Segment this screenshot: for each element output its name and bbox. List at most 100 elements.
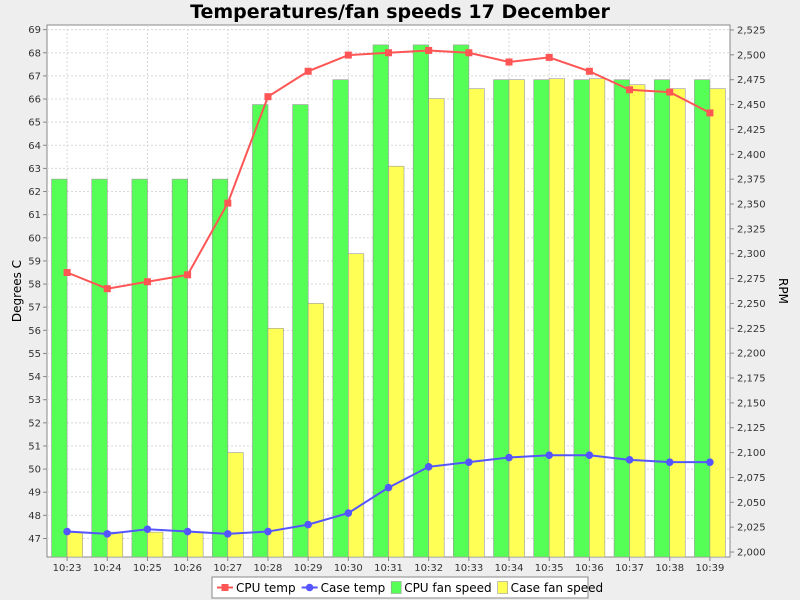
x-tick-label: 10:25 <box>133 563 162 574</box>
y-axis-label-right: RPM <box>776 278 790 304</box>
y-tick-label-left: 53 <box>28 395 41 406</box>
y-tick-label-left: 61 <box>28 210 41 221</box>
bar-case-fan-speed <box>187 531 204 558</box>
x-tick-label: 10:30 <box>334 563 363 574</box>
bar-cpu-fan-speed <box>573 79 590 558</box>
bar-cpu-fan-speed <box>533 79 550 558</box>
point-cpu-temp <box>344 51 352 59</box>
y-tick-label-left: 52 <box>28 418 41 429</box>
y-tick-label-right: 2,275 <box>737 274 766 285</box>
x-tick-label: 10:34 <box>495 563 524 574</box>
bar-case-fan-speed <box>709 88 726 558</box>
y-tick-label-right: 2,075 <box>737 473 766 484</box>
bar-cpu-fan-speed <box>211 178 229 558</box>
x-tick-label: 10:38 <box>655 563 684 574</box>
point-case-temp <box>143 525 152 534</box>
legend-bar-swatch <box>390 581 402 594</box>
point-case-temp <box>585 451 594 460</box>
x-tick-label: 10:31 <box>374 563 403 574</box>
legend: CPU temp Case temp CPU fan speed Case fan s… <box>211 576 603 599</box>
y-tick-label-left: 62 <box>28 187 41 198</box>
bar-case-fan-speed <box>548 78 566 558</box>
y-tick-label-right: 2,400 <box>737 150 766 161</box>
lines-layer <box>63 46 714 538</box>
y-tick-label-right: 2,125 <box>737 423 766 434</box>
point-cpu-temp <box>585 67 593 75</box>
bar-cpu-fan-speed <box>171 178 188 558</box>
y-tick-label-left: 57 <box>28 303 41 314</box>
y-tick-label-left: 54 <box>28 372 41 383</box>
y-tick-label-right: 2,150 <box>737 398 766 409</box>
point-cpu-temp <box>666 88 674 96</box>
y-tick-label-left: 59 <box>28 256 41 267</box>
y-tick-label-left: 58 <box>28 280 41 291</box>
point-cpu-temp <box>706 109 714 117</box>
point-case-temp <box>706 458 714 466</box>
legend-marker <box>221 584 229 591</box>
point-cpu-temp <box>304 67 312 75</box>
y-tick-label-right: 2,225 <box>737 324 766 335</box>
x-tick-label: 10:35 <box>535 563 564 574</box>
x-tick-label: 10:24 <box>93 563 122 574</box>
y-tick-label-left: 66 <box>28 95 41 106</box>
y-tick-label-right: 2,200 <box>737 349 766 360</box>
point-cpu-temp <box>63 268 71 276</box>
point-cpu-temp <box>224 199 232 207</box>
legend-item-label: CPU temp <box>236 581 296 595</box>
point-cpu-temp <box>505 58 513 66</box>
point-case-temp <box>465 458 473 466</box>
legend-item-label: Case temp <box>321 581 386 595</box>
x-tick-label: 10:33 <box>454 563 483 574</box>
y-tick-label-left: 55 <box>28 349 41 360</box>
point-case-temp <box>63 527 71 536</box>
point-cpu-temp <box>425 46 433 54</box>
bar-cpu-fan-speed <box>332 79 349 558</box>
y-tick-label-right: 2,000 <box>737 548 766 559</box>
legend-item-label: Case fan speed <box>511 581 603 595</box>
x-tick-label: 10:26 <box>173 563 202 574</box>
point-case-temp <box>183 527 192 536</box>
point-cpu-temp <box>184 271 192 279</box>
bar-cpu-fan-speed <box>694 79 711 558</box>
bar-case-fan-speed <box>428 98 445 558</box>
bars-layer <box>51 44 726 558</box>
bar-cpu-fan-speed <box>613 79 630 558</box>
bar-cpu-fan-speed <box>292 104 309 558</box>
chart-title: Temperatures/fan speeds 17 December <box>190 1 610 23</box>
bar-cpu-fan-speed <box>372 44 389 558</box>
point-cpu-temp <box>264 93 272 101</box>
y-tick-label-right: 2,475 <box>737 75 766 86</box>
legend-bar-swatch <box>497 581 508 594</box>
point-cpu-temp <box>465 49 473 57</box>
y-tick-label-right: 2,025 <box>737 523 766 534</box>
point-case-temp <box>665 458 674 466</box>
bar-cpu-fan-speed <box>412 44 429 558</box>
y-tick-label-right: 2,350 <box>737 199 766 210</box>
y-tick-label-right: 2,375 <box>737 175 766 186</box>
bar-case-fan-speed <box>589 78 606 558</box>
y-tick-label-right: 2,525 <box>737 25 766 36</box>
y-tick-label-right: 2,050 <box>737 498 766 509</box>
x-tick-label: 10:32 <box>414 563 443 574</box>
legend-item-label: CPU fan speed <box>404 581 491 595</box>
bar-case-fan-speed <box>267 327 284 558</box>
point-case-temp <box>625 456 634 464</box>
y-tick-label-right: 2,250 <box>737 299 766 310</box>
point-cpu-temp <box>385 49 392 57</box>
x-tick-label: 10:39 <box>695 563 724 574</box>
y-axis-label-left: Degrees C <box>10 260 24 322</box>
point-case-temp <box>304 520 312 529</box>
y-tick-label-right: 2,175 <box>737 374 766 385</box>
y-tick-label-left: 48 <box>28 511 41 522</box>
y-tick-label-left: 51 <box>28 441 41 452</box>
bar-case-fan-speed <box>348 253 365 558</box>
bar-case-fan-speed <box>508 79 525 558</box>
bar-case-fan-speed <box>629 84 646 558</box>
y-tick-label-left: 47 <box>28 534 41 545</box>
y-tick-label-right: 2,450 <box>737 100 766 111</box>
y-tick-label-left: 67 <box>28 71 41 82</box>
bar-cpu-fan-speed <box>653 79 671 558</box>
x-tick-label: 10:29 <box>294 563 323 574</box>
x-tick-label: 10:27 <box>213 563 242 574</box>
bar-case-fan-speed <box>227 452 244 558</box>
